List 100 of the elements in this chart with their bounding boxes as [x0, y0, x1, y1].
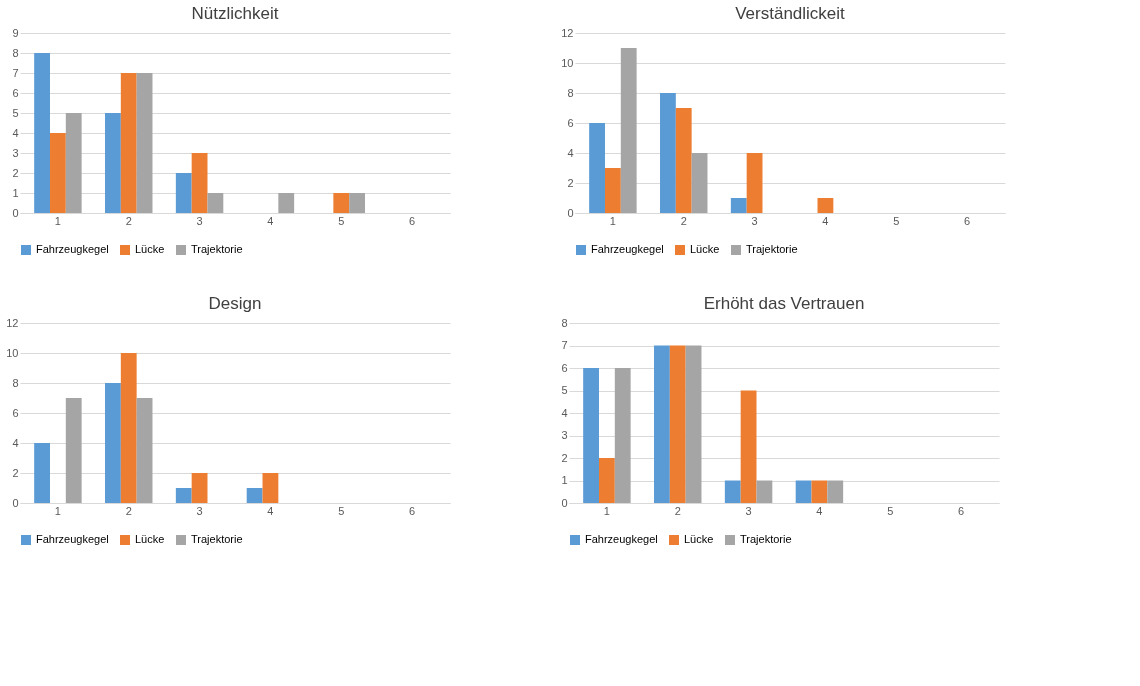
y-tick-label: 5: [12, 106, 19, 119]
legend-label: Lücke: [684, 533, 714, 545]
bar: [756, 480, 773, 503]
y-tick-label: 2: [567, 176, 574, 189]
bar: [654, 345, 670, 503]
legend-label: Lücke: [690, 243, 720, 255]
x-tick-label: 5: [893, 214, 900, 227]
bar: [795, 480, 812, 503]
y-tick-label: 10: [6, 346, 19, 359]
legend-label: Fahrzeugkegel: [36, 533, 109, 545]
bar: [34, 443, 50, 503]
bar: [660, 93, 676, 213]
y-tick-label: 2: [561, 451, 568, 464]
bar: [691, 153, 708, 213]
legend-label: Trajektorie: [746, 243, 798, 255]
bar: [49, 133, 66, 213]
x-tick-label: 1: [54, 504, 61, 517]
y-tick-label: 2: [12, 166, 19, 179]
y-tick-label: 12: [561, 26, 574, 39]
bar: [811, 480, 828, 503]
y-tick-label: 1: [12, 186, 19, 199]
x-tick-label: 5: [338, 504, 345, 517]
y-tick-label: 5: [561, 384, 568, 396]
bar: [246, 488, 263, 503]
bar: [34, 53, 50, 213]
y-tick-label: 8: [12, 376, 19, 389]
x-tick-label: 4: [822, 214, 829, 227]
bar: [685, 345, 702, 503]
bar: [65, 398, 82, 503]
bar: [262, 473, 279, 503]
x-tick-label: 4: [267, 504, 274, 517]
bar: [614, 368, 631, 503]
bar: [120, 73, 137, 213]
bar: [65, 113, 82, 213]
bar: [620, 48, 637, 213]
x-tick-label: 6: [409, 214, 416, 227]
y-tick-label: 7: [12, 66, 19, 79]
bar: [333, 193, 350, 213]
bar: [175, 488, 192, 503]
y-tick-label: 6: [12, 86, 19, 99]
legend-label: Trajektorie: [191, 243, 243, 255]
bar: [740, 390, 757, 503]
y-tick-label: 2: [12, 466, 19, 479]
x-tick-label: 2: [125, 504, 132, 517]
y-tick-label: 8: [12, 46, 19, 59]
bar: [105, 383, 121, 503]
legend-label: Lücke: [135, 243, 165, 255]
bar: [730, 198, 747, 213]
x-tick-label: 4: [267, 214, 274, 227]
y-tick-label: 6: [567, 116, 574, 129]
y-tick-label: 3: [561, 429, 568, 441]
y-tick-label: 8: [561, 316, 568, 329]
y-tick-label: 0: [561, 496, 568, 509]
bar: [278, 193, 295, 213]
x-tick-label: 1: [54, 214, 61, 227]
x-tick-label: 6: [409, 504, 416, 517]
chart-title: Nützlichkeit: [191, 4, 279, 23]
bar: [746, 153, 763, 213]
bar: [827, 480, 844, 503]
bar: [105, 113, 121, 213]
bar: [191, 473, 208, 503]
y-tick-label: 0: [12, 496, 19, 509]
bar: [604, 168, 621, 213]
legend-label: Trajektorie: [191, 533, 243, 545]
legend-label: Fahrzeugkegel: [591, 243, 664, 255]
chart-title: Design: [208, 294, 262, 313]
y-tick-label: 0: [567, 206, 574, 219]
x-tick-label: 1: [603, 504, 610, 517]
bar: [175, 173, 192, 213]
legend-label: Fahrzeugkegel: [36, 243, 109, 255]
y-tick-label: 6: [12, 406, 19, 419]
chart-title: Erhöht das Vertrauen: [703, 294, 865, 313]
legend-label: Lücke: [135, 533, 165, 545]
bar: [583, 368, 599, 503]
x-tick-label: 2: [680, 214, 687, 227]
y-tick-label: 3: [12, 146, 19, 159]
x-tick-label: 3: [745, 504, 752, 517]
x-tick-label: 3: [751, 214, 758, 227]
y-tick-label: 9: [12, 26, 19, 39]
y-tick-label: 7: [561, 339, 568, 351]
x-tick-label: 2: [674, 504, 681, 517]
chart-title: Verständlickeit: [735, 4, 846, 23]
bar: [136, 73, 153, 213]
x-tick-label: 3: [196, 504, 203, 517]
y-tick-label: 1: [561, 474, 568, 486]
y-tick-label: 4: [567, 146, 574, 159]
bar: [207, 193, 224, 213]
y-tick-label: 12: [6, 316, 19, 329]
y-tick-label: 10: [561, 56, 574, 69]
bar: [120, 353, 137, 503]
bar: [817, 198, 834, 213]
bar: [349, 193, 365, 213]
y-tick-label: 8: [567, 86, 574, 99]
bar: [669, 345, 686, 503]
legend-label: Trajektorie: [740, 533, 792, 545]
x-tick-label: 6: [964, 214, 971, 227]
bar: [589, 123, 605, 213]
y-tick-label: 6: [561, 361, 568, 374]
x-tick-label: 4: [816, 504, 823, 517]
x-tick-label: 5: [338, 214, 345, 227]
